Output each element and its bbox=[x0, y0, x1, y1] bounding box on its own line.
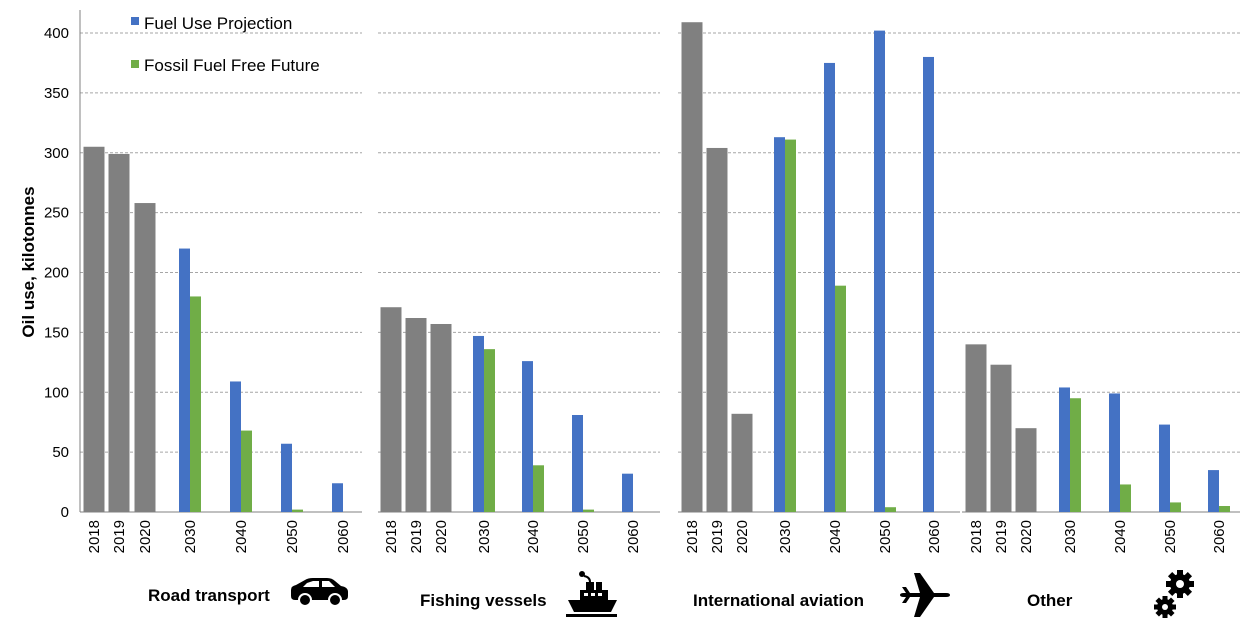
y-tick-label: 400 bbox=[44, 25, 69, 42]
x-tick-label: 2020 bbox=[137, 520, 154, 553]
legend-swatch-fossil-free bbox=[131, 60, 139, 68]
bar-projection-2060 bbox=[923, 56, 934, 512]
y-tick-label: 100 bbox=[44, 384, 69, 401]
bar-fossil-free-2030 bbox=[190, 296, 201, 512]
y-tick-label: 200 bbox=[44, 265, 69, 282]
x-tick-label: 2018 bbox=[684, 520, 701, 553]
x-tick-label: 2019 bbox=[408, 520, 425, 553]
panel-labels: Road transport Fishing vessels Internation… bbox=[148, 586, 1073, 610]
bar-fossil-free-2050 bbox=[1170, 502, 1181, 512]
panel-label: International aviation bbox=[693, 591, 864, 610]
gears-icon bbox=[1154, 570, 1194, 618]
x-tick-label: 2050 bbox=[1162, 520, 1179, 553]
bar-historical-2018 bbox=[681, 22, 703, 512]
bar-projection-2050 bbox=[874, 30, 885, 512]
x-tick-label: 2019 bbox=[709, 520, 726, 553]
x-tick-label: 2050 bbox=[284, 520, 301, 553]
ship-icon bbox=[566, 571, 617, 617]
x-tick-label: 2018 bbox=[968, 520, 985, 553]
bar-projection-2050 bbox=[572, 415, 583, 512]
x-tick-label: 2050 bbox=[575, 520, 592, 553]
bar-projection-2060 bbox=[1208, 470, 1219, 512]
bars bbox=[83, 22, 1230, 513]
x-tick-label: 2050 bbox=[877, 520, 894, 553]
bar-historical-2020 bbox=[1015, 428, 1037, 512]
bar-projection-2030 bbox=[179, 248, 190, 513]
y-tick-label: 350 bbox=[44, 85, 69, 102]
x-tick-label: 2030 bbox=[182, 520, 199, 553]
bar-historical-2020 bbox=[731, 413, 753, 512]
x-tick-label: 2019 bbox=[111, 520, 128, 553]
panel-label: Road transport bbox=[148, 586, 270, 605]
bar-historical-2018 bbox=[380, 307, 402, 512]
bar-historical-2020 bbox=[134, 203, 156, 513]
y-tick-label: 50 bbox=[52, 444, 69, 461]
bar-projection-2030 bbox=[473, 335, 484, 512]
bar-projection-2030 bbox=[1059, 387, 1070, 512]
bar-fossil-free-2040 bbox=[533, 465, 544, 512]
x-tick-label: 2030 bbox=[476, 520, 493, 553]
x-tick-label: 2019 bbox=[993, 520, 1010, 553]
x-tick-labels: 2018 2019 2020 2030 2040 2050 2060 2018 2019 2020… bbox=[86, 520, 1228, 553]
bar-fossil-free-2040 bbox=[835, 285, 846, 512]
y-axis: 0 50 100 150 200 250 300 350 400 bbox=[44, 10, 81, 521]
bar-projection-2030 bbox=[774, 137, 785, 512]
bar-fossil-free-2050 bbox=[885, 507, 896, 512]
bar-projection-2050 bbox=[281, 443, 292, 512]
bar-fossil-free-2040 bbox=[241, 430, 252, 512]
x-tick-label: 2020 bbox=[1018, 520, 1035, 553]
y-tick-label: 300 bbox=[44, 145, 69, 162]
bar-projection-2060 bbox=[332, 483, 343, 512]
legend-swatch-projection bbox=[131, 17, 139, 25]
bar-fossil-free-2050 bbox=[292, 509, 303, 512]
x-tick-label: 2060 bbox=[625, 520, 642, 553]
bar-fossil-free-2050 bbox=[583, 509, 594, 512]
bar-historical-2018 bbox=[965, 344, 987, 512]
bar-historical-2019 bbox=[990, 364, 1012, 512]
bar-projection-2050 bbox=[1159, 424, 1170, 512]
bar-projection-2060 bbox=[622, 473, 633, 512]
x-tick-label: 2060 bbox=[926, 520, 943, 553]
legend-label-projection: Fuel Use Projection bbox=[144, 14, 292, 33]
bar-historical-2018 bbox=[83, 146, 105, 512]
x-tick-label: 2020 bbox=[734, 520, 751, 553]
bar-fossil-free-2040 bbox=[1120, 484, 1131, 512]
x-tick-label: 2018 bbox=[86, 520, 103, 553]
bar-projection-2040 bbox=[522, 361, 533, 512]
x-tick-label: 2040 bbox=[233, 520, 250, 553]
x-tick-label: 2020 bbox=[433, 520, 450, 553]
bar-fossil-free-2030 bbox=[484, 349, 495, 512]
bar-fossil-free-2030 bbox=[785, 139, 796, 512]
x-tick-label: 2040 bbox=[1112, 520, 1129, 553]
bar-projection-2040 bbox=[230, 381, 241, 512]
bar-fossil-free-2060 bbox=[1219, 506, 1230, 512]
bar-fossil-free-2030 bbox=[1070, 398, 1081, 512]
panel-label: Fishing vessels bbox=[420, 591, 547, 610]
y-tick-label: 0 bbox=[61, 504, 69, 521]
x-tick-label: 2018 bbox=[383, 520, 400, 553]
bar-historical-2020 bbox=[430, 323, 452, 512]
bar-historical-2019 bbox=[108, 153, 130, 512]
x-tick-label: 2060 bbox=[1211, 520, 1228, 553]
legend-label-fossil-free: Fossil Fuel Free Future bbox=[144, 56, 320, 75]
x-tick-label: 2060 bbox=[335, 520, 352, 553]
airplane-icon bbox=[900, 573, 950, 617]
y-axis-label: Oil use, kilotonnes bbox=[19, 186, 38, 337]
x-tick-label: 2040 bbox=[827, 520, 844, 553]
bar-historical-2019 bbox=[405, 318, 427, 512]
x-tick-label: 2030 bbox=[777, 520, 794, 553]
x-tick-label: 2030 bbox=[1062, 520, 1079, 553]
bar-projection-2040 bbox=[1109, 393, 1120, 512]
bar-historical-2019 bbox=[706, 147, 728, 512]
bar-projection-2040 bbox=[824, 62, 835, 512]
panel-label: Other bbox=[1027, 591, 1073, 610]
legend: Fuel Use Projection Fossil Fuel Free Fut… bbox=[131, 14, 320, 75]
y-tick-label: 250 bbox=[44, 205, 69, 222]
car-icon bbox=[291, 578, 348, 607]
x-tick-label: 2040 bbox=[525, 520, 542, 553]
y-tick-label: 150 bbox=[44, 324, 69, 341]
